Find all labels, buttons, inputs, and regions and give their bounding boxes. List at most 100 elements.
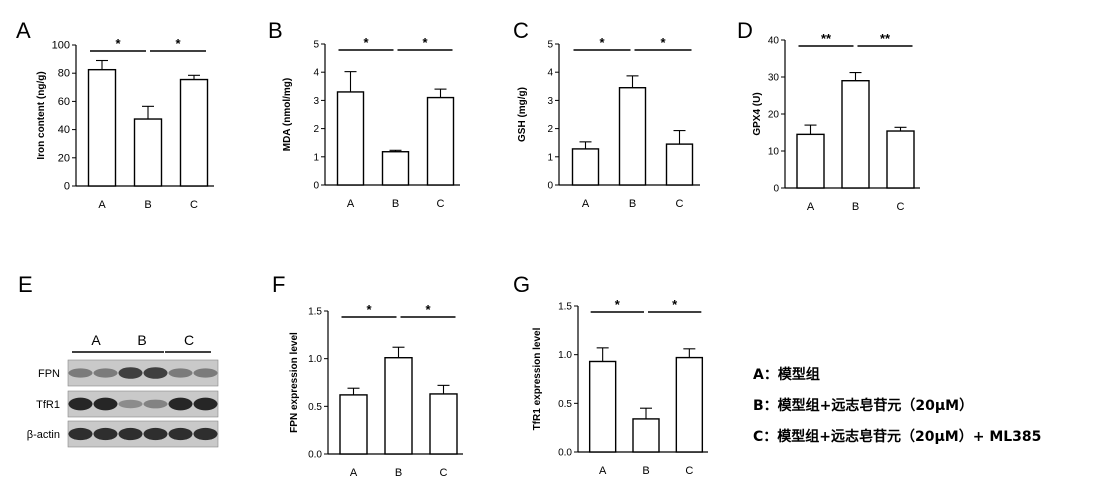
panel-letter: F [272,272,285,297]
group-legend: A：模型组 B：模型组+远志皂苷元（20μM） C：模型组+远志皂苷元（20μM… [753,360,1041,453]
blot-row-0: FPN [38,359,219,387]
y-tick-label: 0.5 [558,399,572,410]
blot-membrane [67,420,219,448]
legend-entry-a: A：模型组 [753,367,820,383]
x-tick-label: B [629,198,636,210]
blot-band [193,368,218,378]
y-tick-label: 80 [58,68,70,80]
blot-band [168,368,193,378]
y-tick-label: 0 [313,181,319,192]
x-tick-label: C [437,198,445,210]
y-tick-label: 5 [313,40,319,51]
x-tick-label: C [897,201,905,213]
x-tick-label: C [685,465,693,477]
y-tick-label: 60 [58,96,70,108]
chart-panel-f: F 0.0 0.5 1.0 1.5 FPN expression level A B C * * [272,272,463,479]
x-tick-label: A [582,198,590,210]
significance-marker: * [363,35,369,50]
significance-marker: * [672,297,678,312]
x-tick-label: B [395,467,402,479]
significance-marker: * [660,35,666,50]
bar-c [886,130,915,189]
y-tick-label: 3 [547,96,553,107]
bar-b [384,357,413,455]
y-tick-label: 0.0 [558,448,572,459]
blot-row-1: TfR1 [36,390,219,418]
x-tick-label: A [807,201,815,213]
blot-group-label: B [137,332,146,348]
y-tick-label: 0.0 [308,450,322,461]
y-tick-label: 0.5 [308,402,322,413]
blot-band [168,427,193,441]
x-tick-label: A [347,198,355,210]
blot-membrane [67,359,219,387]
y-tick-label: 10 [768,147,780,158]
blot-row-label: TfR1 [36,399,60,411]
significance-marker: ** [880,31,891,46]
significance-marker: * [615,297,621,312]
y-tick-label: 2 [313,124,319,135]
y-axis-label: FPN expression level [289,332,300,433]
bar-a [796,133,825,189]
y-axis-label: GSH (mg/g) [517,87,528,142]
panel-letter: D [737,18,753,43]
y-tick-label: 0 [64,181,70,193]
blot-band [193,427,218,441]
x-tick-label: C [440,467,448,479]
significance-marker: * [175,36,181,51]
y-tick-label: 20 [768,110,780,121]
y-tick-label: 1.0 [308,354,322,365]
blot-band [168,397,193,411]
blot-row-2: β-actin [27,420,219,448]
panel-letter: G [513,272,530,297]
significance-marker: * [599,35,605,50]
y-axis-label: MDA (nmol/mg) [282,78,293,152]
chart-panel-c: C 0 1 2 3 4 5 GSH (mg/g) A B C * * [513,18,700,210]
bar-a [571,148,600,186]
y-tick-label: 0 [773,184,779,195]
x-tick-label: A [599,465,607,477]
legend-entry-c: C：模型组+远志皂苷元（20μM）+ ML385 [753,429,1042,445]
legend-entry-b: B：模型组+远志皂苷元（20μM） [753,398,974,414]
bar-a [588,360,617,453]
y-tick-label: 3 [313,96,319,107]
bar-b [841,79,870,189]
blot-band [143,399,168,409]
y-tick-label: 0 [547,181,553,192]
x-tick-label: A [98,199,106,211]
bar-b [381,151,410,186]
bar-b [632,418,660,453]
panel-letter: A [16,18,31,43]
blot-band [93,368,118,378]
x-tick-label: A [350,467,358,479]
y-tick-label: 100 [52,40,70,52]
y-tick-label: 30 [768,73,780,84]
bar-c [426,96,455,186]
y-axis-label: GPX4 (U) [752,92,763,135]
blot-row-label: β-actin [27,429,60,441]
panel-letter: E [18,272,33,297]
blot-row-label: FPN [38,368,60,380]
y-tick-label: 2 [547,124,553,135]
blot-band [118,367,143,379]
x-tick-label: C [676,198,684,210]
significance-marker: ** [821,31,832,46]
chart-panel-a: A 0 20 40 60 80 100 Iron content (ng/g) A B C * * [16,18,214,211]
blot-band [193,397,218,411]
bar-a [87,68,117,187]
panel-letter: B [268,18,283,43]
y-tick-label: 1 [313,152,319,163]
bar-c [675,356,704,453]
blot-band [68,368,93,378]
bar-a [336,91,365,186]
y-tick-label: 4 [313,68,319,79]
x-tick-label: B [852,201,859,213]
blot-band [93,397,118,411]
bar-b [133,118,163,187]
x-tick-label: C [190,199,198,211]
x-tick-label: B [144,199,151,211]
y-tick-label: 40 [768,36,780,47]
bar-b [618,87,647,186]
blot-band [118,427,143,441]
